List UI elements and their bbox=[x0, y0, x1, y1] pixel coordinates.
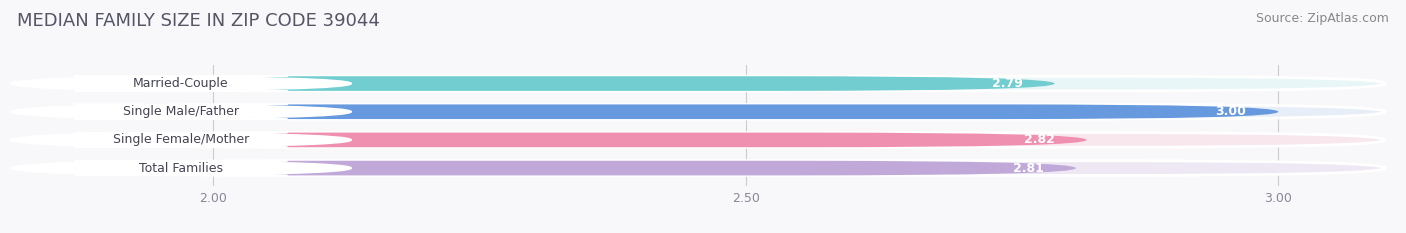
Text: 3.00: 3.00 bbox=[1216, 105, 1246, 118]
Text: 2.81: 2.81 bbox=[1014, 161, 1045, 175]
FancyBboxPatch shape bbox=[10, 161, 352, 175]
FancyBboxPatch shape bbox=[21, 104, 1278, 119]
FancyBboxPatch shape bbox=[21, 133, 1087, 147]
FancyBboxPatch shape bbox=[21, 76, 1054, 91]
Text: Single Female/Mother: Single Female/Mother bbox=[112, 134, 249, 146]
FancyBboxPatch shape bbox=[21, 161, 1385, 175]
FancyBboxPatch shape bbox=[21, 133, 1385, 147]
Text: Total Families: Total Families bbox=[139, 161, 224, 175]
FancyBboxPatch shape bbox=[21, 161, 1076, 175]
Text: Single Male/Father: Single Male/Father bbox=[122, 105, 239, 118]
FancyBboxPatch shape bbox=[10, 76, 352, 91]
Text: 2.82: 2.82 bbox=[1024, 134, 1054, 146]
Text: Married-Couple: Married-Couple bbox=[134, 77, 229, 90]
Text: 2.79: 2.79 bbox=[991, 77, 1022, 90]
FancyBboxPatch shape bbox=[10, 104, 352, 119]
Text: MEDIAN FAMILY SIZE IN ZIP CODE 39044: MEDIAN FAMILY SIZE IN ZIP CODE 39044 bbox=[17, 12, 380, 30]
FancyBboxPatch shape bbox=[21, 104, 1385, 119]
FancyBboxPatch shape bbox=[10, 133, 352, 147]
FancyBboxPatch shape bbox=[21, 76, 1385, 91]
Text: Source: ZipAtlas.com: Source: ZipAtlas.com bbox=[1256, 12, 1389, 25]
